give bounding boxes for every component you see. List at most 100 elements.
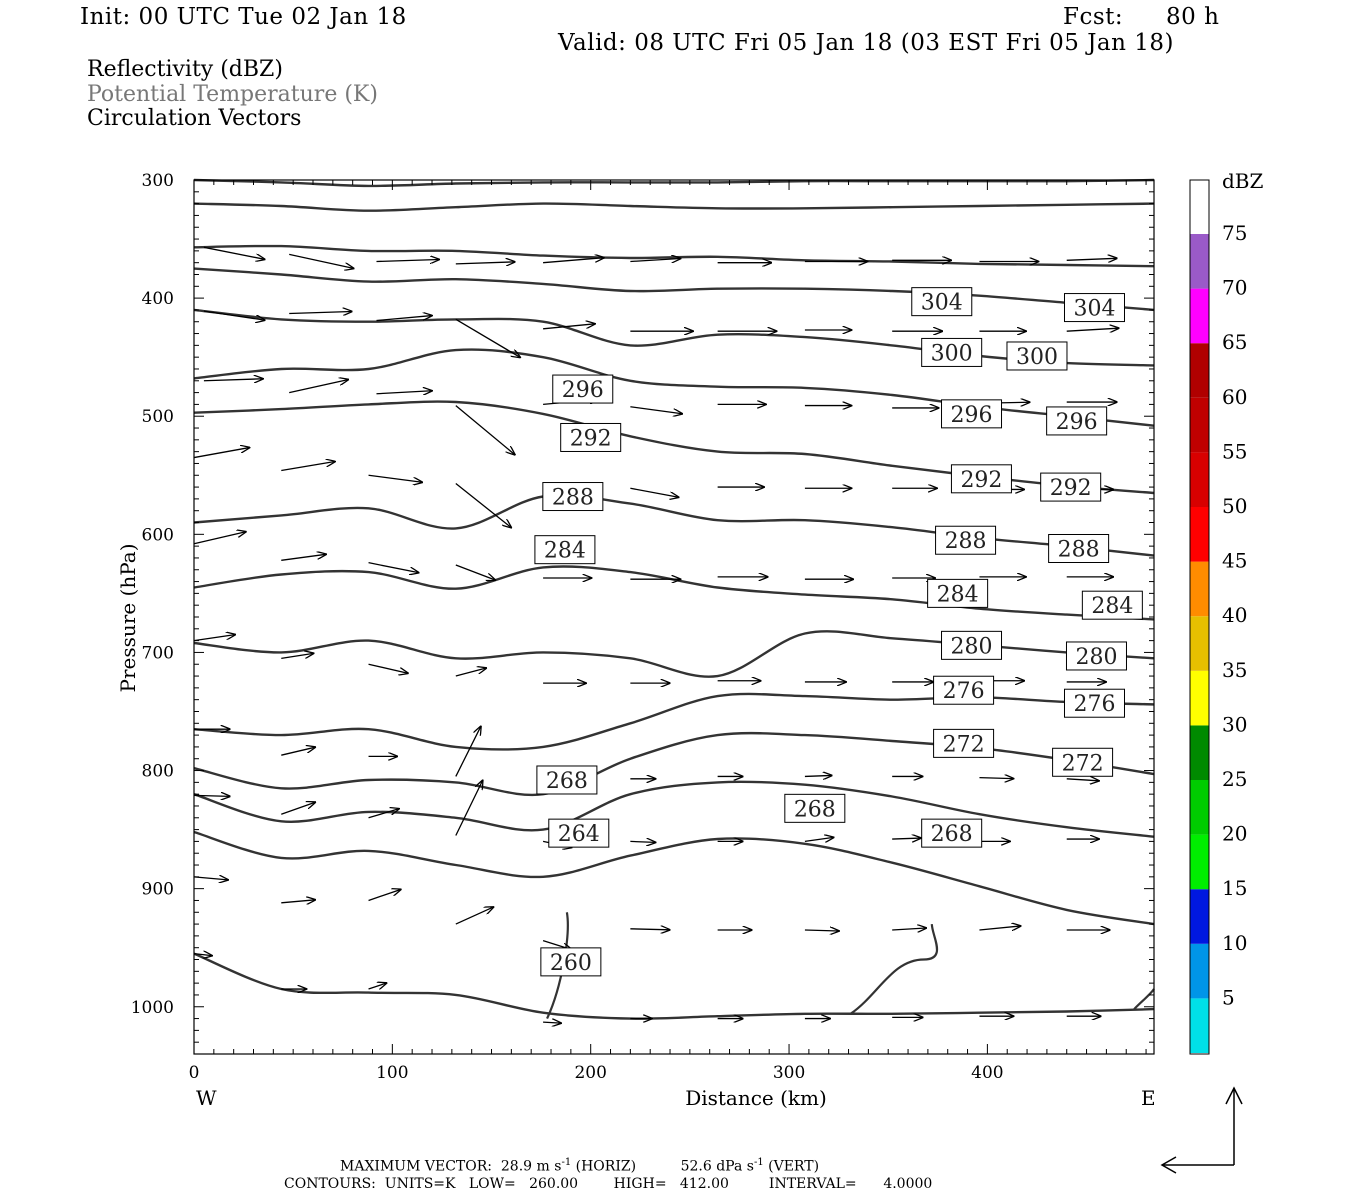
circulation-vector xyxy=(281,802,315,815)
contour-label: 296 xyxy=(951,403,993,428)
colorbar-unit: dBZ xyxy=(1222,169,1264,193)
circulation-vector xyxy=(376,259,438,261)
isentrope-264-branch xyxy=(849,923,939,1015)
contour-label-box xyxy=(921,818,983,848)
circulation-vector xyxy=(630,406,682,414)
colorbar-label: 50 xyxy=(1222,494,1247,518)
colorbar-label: 40 xyxy=(1222,603,1247,627)
circulation-vector xyxy=(281,554,326,561)
isentrope-302 xyxy=(193,267,1155,312)
contour-label-box xyxy=(933,728,995,758)
colorbar-band xyxy=(1190,397,1209,453)
y-tick-label: 400 xyxy=(142,289,174,309)
circulation-vector xyxy=(630,929,669,930)
colorbar-label: 25 xyxy=(1222,767,1247,791)
legend-reflectivity: Reflectivity (dBZ) xyxy=(87,57,283,82)
contour-labels: 304 304 300 300 296 296 296 292 292 292 288 288 288 2… xyxy=(534,287,1143,977)
circulation-vector xyxy=(455,907,493,925)
y-tick-label: 1000 xyxy=(131,998,174,1018)
contour-label-box xyxy=(540,947,602,977)
isentrope-276 xyxy=(193,692,1155,751)
contour-label: 280 xyxy=(951,634,993,659)
contour-label-box xyxy=(1040,472,1102,502)
colorbar-label: 10 xyxy=(1222,931,1247,955)
circulation-vector xyxy=(1066,328,1119,331)
colorbar-label: 70 xyxy=(1222,276,1247,300)
contour-label-box xyxy=(1052,747,1114,777)
circulation-vector xyxy=(455,668,486,677)
forecast-label: Fcst: xyxy=(1063,4,1124,30)
circulation-vector xyxy=(455,405,515,455)
contour-label: 272 xyxy=(1062,751,1104,776)
contour-label: 264 xyxy=(558,822,600,847)
contour-label-box xyxy=(933,675,995,705)
circulation-vector xyxy=(368,809,399,819)
circulation-vector xyxy=(289,253,353,268)
contour-label-box xyxy=(1065,641,1127,671)
x-tick-label: 300 xyxy=(773,1063,805,1083)
contour-label: 304 xyxy=(921,291,963,316)
y-tick-label: 700 xyxy=(142,643,174,663)
colorbar-band xyxy=(1190,889,1209,944)
contour-label: 276 xyxy=(1073,692,1115,717)
init-time: Init: 00 UTC Tue 02 Jan 18 xyxy=(80,4,407,30)
circulation-vector xyxy=(281,653,313,659)
reference-vector-icon xyxy=(1160,1086,1243,1174)
colorbar-band xyxy=(1190,725,1209,780)
contour-label-box xyxy=(534,535,596,565)
circulation-vector xyxy=(804,837,834,841)
contour-label-box xyxy=(1006,341,1068,371)
east-label: E xyxy=(1141,1086,1156,1110)
colorbar-band xyxy=(1190,234,1209,289)
circulation-vector xyxy=(630,258,680,261)
contour-label: 284 xyxy=(937,582,979,607)
circulation-vector xyxy=(193,448,249,459)
colorbar-band-top xyxy=(1190,180,1209,234)
circulation-vector xyxy=(979,778,1013,779)
contour-label: 268 xyxy=(794,797,836,822)
circulation-vector xyxy=(455,483,511,528)
colorbar-label: 15 xyxy=(1222,876,1247,900)
isentrope-264 xyxy=(193,830,1155,926)
contour-label: 300 xyxy=(1016,345,1058,370)
footer-contours: CONTOURS: UNITS=K LOW= 260.00 HIGH= 412.… xyxy=(284,1176,933,1192)
circulation-vector xyxy=(376,316,431,322)
forecast-hours: 80 h xyxy=(1166,4,1220,30)
plot-frame xyxy=(193,179,1155,1055)
circulation-vector xyxy=(1066,258,1117,260)
x-tick-label: 400 xyxy=(971,1063,1003,1083)
contour-label-box xyxy=(941,399,1003,429)
contour-label-box xyxy=(1048,533,1110,563)
contour-label-box xyxy=(950,464,1012,494)
circulation-vector xyxy=(203,379,263,381)
isentrope-edge-branch xyxy=(1133,988,1155,1010)
contour-label-box xyxy=(1063,688,1125,718)
circulation-vector xyxy=(289,311,351,313)
x-tick-label: 100 xyxy=(376,1063,408,1083)
circulation-vector xyxy=(376,391,431,394)
circulation-vector xyxy=(455,262,515,264)
contour-label-box xyxy=(536,765,598,795)
x-tick-label: 0 xyxy=(189,1063,200,1083)
circulation-vector xyxy=(368,562,419,573)
colorbar-label: 35 xyxy=(1222,658,1247,682)
y-tick-label: 800 xyxy=(142,762,174,782)
isentrope-260 xyxy=(193,952,1155,1020)
circulation-vector xyxy=(203,246,265,259)
circulation-vector xyxy=(193,795,230,796)
circulation-vector xyxy=(193,877,228,880)
colorbar-band xyxy=(1190,343,1209,398)
colorbar-label: 75 xyxy=(1222,221,1247,245)
colorbar-band xyxy=(1190,780,1209,835)
circulation-vector xyxy=(281,462,335,472)
colorbar-label: 5 xyxy=(1222,985,1235,1009)
contour-label: 284 xyxy=(544,539,586,564)
contour-label: 288 xyxy=(1058,537,1100,562)
x-tick-label: 200 xyxy=(574,1063,606,1083)
colorbar-band xyxy=(1190,288,1209,344)
colorbar-band xyxy=(1190,670,1209,726)
contour-label-box xyxy=(1081,590,1143,620)
isentrope-280 xyxy=(193,630,1155,678)
circulation-vector xyxy=(193,635,235,642)
circulation-vector xyxy=(455,564,495,580)
